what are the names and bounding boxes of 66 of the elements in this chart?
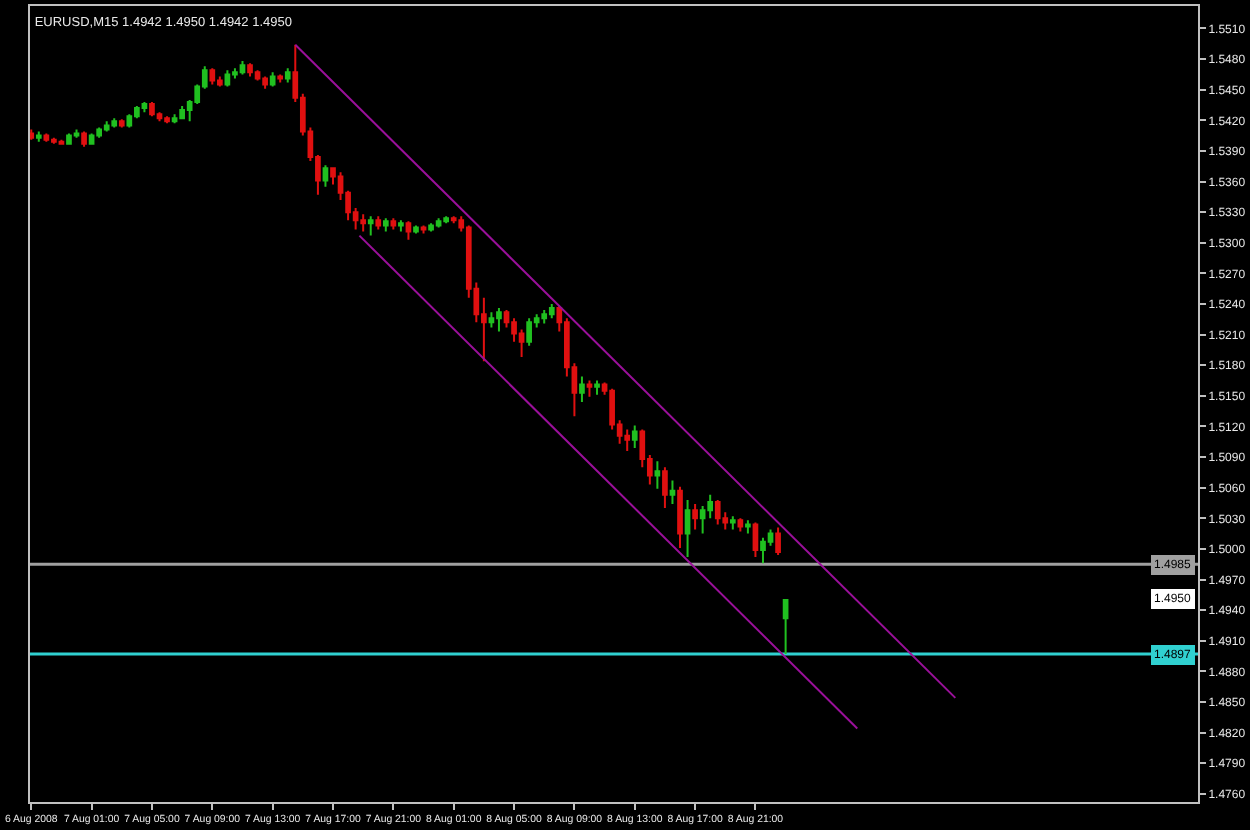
candlestick [745, 519, 751, 535]
candlestick [624, 428, 631, 452]
candlestick [81, 130, 87, 148]
candlestick [541, 309, 548, 325]
candlestick [586, 379, 593, 398]
candlestick [428, 222, 434, 233]
candlestick [390, 217, 397, 231]
candlestick [548, 302, 555, 320]
candlestick [488, 311, 495, 329]
candlestick [284, 67, 291, 84]
candlestick [103, 120, 110, 133]
candlestick [526, 317, 532, 347]
candlestick [141, 100, 148, 114]
candlestick [179, 105, 185, 121]
candlestick [217, 75, 223, 88]
candlestick [782, 598, 789, 656]
candlestick [443, 215, 449, 225]
candlestick [149, 100, 155, 118]
candlestick [594, 379, 600, 396]
candlestick [30, 128, 35, 141]
candlestick [269, 71, 276, 88]
candlestick [677, 485, 683, 549]
candlestick [262, 75, 268, 90]
candlestick [134, 105, 140, 120]
candlestick [254, 69, 261, 82]
candlestick [171, 113, 178, 125]
candlestick [375, 215, 382, 231]
candlestick [73, 128, 80, 139]
candlestick [631, 424, 638, 449]
candlestick [277, 73, 284, 84]
candlestick [662, 466, 668, 510]
candlestick [96, 126, 102, 139]
candlestick [775, 526, 781, 557]
candlestick [164, 115, 170, 125]
candlestick [692, 503, 698, 531]
candlestick [239, 60, 246, 76]
candlestick [729, 515, 736, 531]
candlestick [51, 136, 57, 145]
candlestick [714, 498, 721, 526]
candlestick [360, 213, 367, 233]
candlestick [684, 498, 691, 559]
candlestick [322, 164, 329, 188]
candlestick [435, 217, 442, 229]
candlestick [413, 224, 419, 235]
candlestick [118, 118, 125, 129]
candlestick [232, 67, 238, 80]
candlestick [382, 217, 389, 233]
candlestick [367, 215, 374, 237]
candlestick [405, 220, 412, 241]
candlestick [760, 536, 766, 565]
candlestick [247, 62, 253, 78]
candlestick [126, 113, 133, 129]
candlestick [420, 224, 427, 235]
candlestick [579, 375, 585, 403]
candlestick [111, 117, 118, 129]
candlestick [669, 479, 676, 506]
candlestick [654, 460, 661, 490]
candlestick [66, 132, 72, 146]
candlestick [209, 67, 216, 86]
candlestick [224, 69, 231, 88]
candlestick [752, 521, 759, 559]
candlestick [737, 517, 744, 533]
candlestick [35, 130, 42, 143]
candlestick [496, 307, 502, 333]
candlestick [450, 215, 457, 225]
candlestick [398, 219, 404, 233]
